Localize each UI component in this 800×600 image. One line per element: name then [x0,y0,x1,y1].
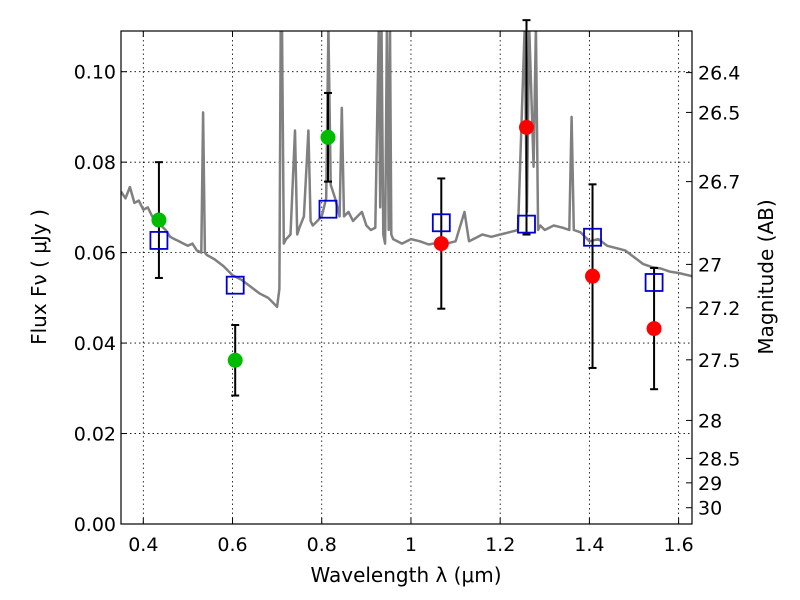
grid-lines [121,31,692,525]
y-axis-label: Flux Fν ( μJy ) [27,209,51,345]
model-square-marker [225,275,245,295]
x-tick-label: 0.8 [307,534,337,556]
right-tick-label: 28 [698,410,722,432]
right-tick-label: 28.5 [698,448,740,470]
plot-frame [120,30,693,525]
x-tick-label: 1.6 [664,534,694,556]
right-axis-ticks: 26.4 26.5 26.7 27 27.2 27.5 28 28.5 29 30 [686,63,740,520]
x-axis-ticks: 0.4 0.6 0.8 1 1.2 1.4 1.6 [128,31,694,556]
green-data-point [151,212,167,228]
y-tick-label: 0.06 [74,243,116,265]
right-tick-label: 26.7 [698,172,740,194]
model-square-marker [517,214,536,234]
x-tick-label: 0.4 [128,534,158,556]
model-square-marker [318,199,338,219]
model-square-marker [644,273,664,292]
right-tick-label: 27.2 [698,298,740,320]
right-tick-label: 26.5 [698,102,740,124]
y-axis-ticks: 0.00 0.02 0.04 0.06 0.08 0.10 [74,62,127,536]
spectrum-line [121,31,692,309]
x-tick-label: 1 [405,534,417,556]
y-tick-label: 0.04 [74,333,116,355]
right-tick-label: 27 [698,254,722,276]
model-square-marker [149,231,169,250]
y-tick-label: 0.00 [74,514,116,536]
red-data-point [585,268,601,284]
right-tick-label: 30 [698,498,722,520]
red-data-point [433,236,449,252]
model-square-marker [583,227,602,247]
green-data-point [320,129,336,145]
right-tick-label: 29 [698,473,722,495]
right-tick-label: 26.4 [698,63,740,85]
right-axis-label: Magnitude (AB) [754,199,778,354]
x-tick-label: 0.6 [217,534,247,556]
y-tick-label: 0.10 [74,62,116,84]
red-data-point [518,119,534,135]
x-axis-label: Wavelength λ (μm) [310,563,501,587]
y-tick-label: 0.08 [74,152,116,174]
x-tick-label: 1.2 [485,534,515,556]
errorbar-group [154,19,659,397]
model-square-marker [431,213,451,233]
green-data-point [227,352,243,368]
y-tick-label: 0.02 [74,424,116,446]
x-tick-label: 1.4 [574,534,604,556]
right-tick-label: 27.5 [698,350,740,372]
marker-group [149,119,664,368]
spectrum-group [121,31,692,309]
red-data-point [646,321,662,337]
